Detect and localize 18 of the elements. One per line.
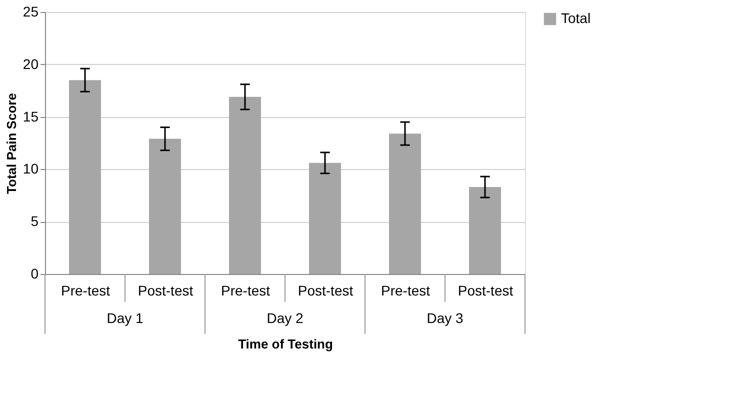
text: Day 1 [106, 310, 144, 326]
y-axis-title: Total Pain Score [4, 93, 19, 194]
x-tick-label: Post-test [458, 282, 514, 298]
text: Day 2 [266, 310, 304, 326]
x-tick-label: Pre-test [220, 282, 270, 298]
x-axis-title: Time of Testing [238, 336, 333, 352]
y-tick-label: 20 [22, 56, 39, 72]
legend-label: Total [561, 10, 591, 26]
y-tick-label: 25 [22, 4, 39, 20]
x-tick-label: Post-test [138, 282, 194, 298]
y-tick-label: 15 [22, 108, 39, 124]
y-tick-label: 5 [30, 213, 39, 230]
text: Day 3 [426, 310, 464, 326]
y-tick-label: 10 [22, 160, 39, 177]
y-tick-label: 0 [30, 266, 39, 282]
x-tick-label: Post-test [298, 282, 354, 298]
x-tick-label: Pre-test [60, 282, 110, 298]
x-tick-label: Pre-test [380, 282, 430, 298]
